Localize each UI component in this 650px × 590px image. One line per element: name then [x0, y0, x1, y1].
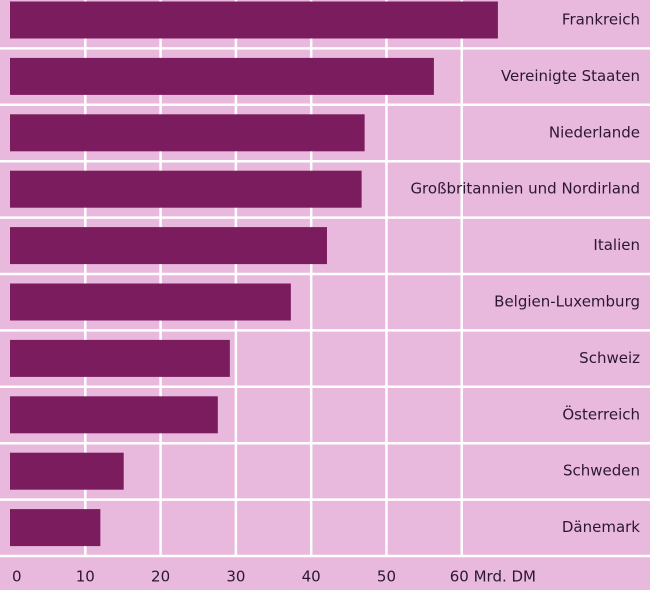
x-tick-label: 40 — [302, 568, 321, 586]
bar — [10, 283, 291, 321]
category-label: Niederlande — [549, 123, 640, 141]
bar — [10, 509, 101, 547]
bar — [10, 114, 365, 152]
bar — [10, 170, 362, 208]
category-label: Vereinigte Staaten — [501, 67, 640, 85]
bar — [10, 452, 124, 490]
category-label: Schweden — [563, 462, 640, 480]
category-label: Schweiz — [579, 349, 640, 367]
x-tick-label: 20 — [151, 568, 170, 586]
x-tick-label: 30 — [226, 568, 245, 586]
category-label: Dänemark — [562, 518, 640, 536]
x-tick-label: 50 — [377, 568, 396, 586]
category-label: Frankreich — [562, 11, 640, 29]
category-label: Italien — [593, 236, 640, 254]
bar — [10, 339, 230, 377]
bar — [10, 396, 218, 434]
x-tick-label: 60 Mrd. DM — [450, 568, 536, 586]
x-tick-label: 10 — [76, 568, 95, 586]
bar — [10, 227, 327, 265]
category-label: Belgien-Luxemburg — [494, 293, 640, 311]
bar — [10, 57, 434, 95]
category-label: Österreich — [562, 404, 640, 423]
bar — [10, 1, 498, 39]
x-tick-label: 0 — [12, 568, 22, 586]
category-label: Großbritannien und Nordirland — [410, 180, 640, 198]
